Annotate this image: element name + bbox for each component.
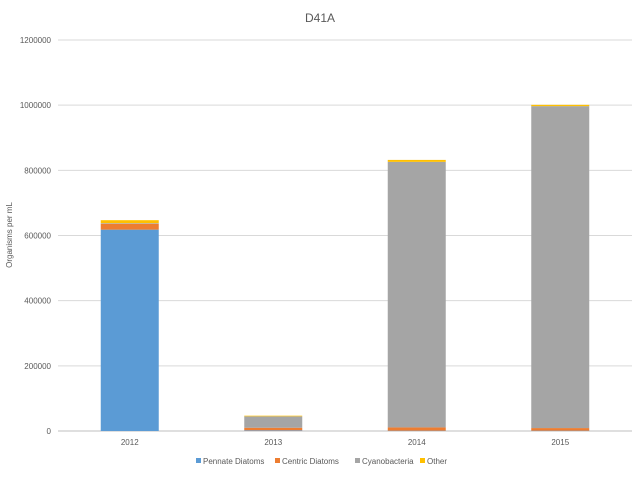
- legend-label: Cyanobacteria: [362, 457, 414, 466]
- legend-swatch: [275, 458, 280, 463]
- bar-segment: [100, 223, 159, 224]
- x-tick-label: 2012: [121, 438, 139, 447]
- bar-segment: [244, 427, 303, 431]
- bar-segment: [387, 159, 446, 162]
- x-axis-ticks: 2012 2013 2014 2015: [121, 438, 570, 447]
- bar-segment: [100, 220, 159, 224]
- bar-segment: [244, 430, 303, 431]
- chart-title: D41A: [305, 11, 335, 25]
- legend-swatch: [355, 458, 360, 463]
- y-tick-label: 200000: [24, 362, 51, 371]
- legend-label: Pennate Diatoms: [203, 457, 264, 466]
- bar-segment: [100, 229, 159, 431]
- bars: [100, 104, 590, 431]
- y-tick-label: 400000: [24, 297, 51, 306]
- legend-swatch: [196, 458, 201, 463]
- x-tick-label: 2014: [408, 438, 426, 447]
- bar-segment: [531, 104, 590, 107]
- y-tick-label: 600000: [24, 232, 51, 241]
- y-tick-label: 800000: [24, 166, 51, 175]
- legend-label: Other: [427, 457, 447, 466]
- bar-segment: [387, 427, 446, 431]
- y-tick-label: 1200000: [20, 36, 52, 45]
- legend-label: Centric Diatoms: [282, 457, 339, 466]
- bar-segment: [387, 161, 446, 428]
- legend-swatch: [420, 458, 425, 463]
- y-tick-label: 1000000: [20, 101, 52, 110]
- bar-segment: [244, 415, 303, 417]
- bar-segment: [531, 106, 590, 429]
- legend: Pennate Diatoms Centric Diatoms Cyanobacte…: [196, 457, 447, 466]
- y-axis-label: Organisms per mL: [5, 202, 14, 268]
- x-tick-label: 2015: [551, 438, 569, 447]
- y-tick-label: 0: [47, 427, 52, 436]
- bar-segment: [100, 223, 159, 230]
- bar-segment: [531, 428, 590, 431]
- y-axis-ticks: 0 200000 400000 600000 800000 1000000 1200000: [20, 36, 52, 436]
- x-tick-label: 2013: [264, 438, 282, 447]
- bar-segment: [244, 416, 303, 428]
